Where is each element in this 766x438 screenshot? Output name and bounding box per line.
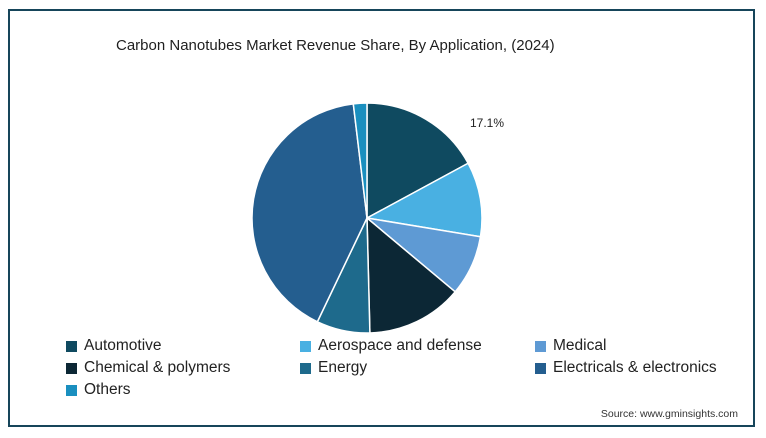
source-note: Source: www.gminsights.com xyxy=(600,408,738,420)
legend-swatch xyxy=(300,340,311,352)
legend-item-automotive: Automotive xyxy=(66,337,162,355)
pie-slice-electricals-electronics xyxy=(251,102,368,323)
pie-slices xyxy=(251,102,483,334)
legend-label: Others xyxy=(84,381,131,398)
legend-label: Chemical & polymers xyxy=(84,359,231,376)
legend-swatch xyxy=(535,340,546,352)
legend-label: Electricals & electronics xyxy=(553,359,717,376)
legend-item-medical: Medical xyxy=(535,337,606,355)
legend-item-energy: Energy xyxy=(300,359,367,377)
pie-slice-chemical-polymers xyxy=(366,216,457,334)
legend-item-chemical: Chemical & polymers xyxy=(66,359,230,377)
legend-swatch xyxy=(300,362,311,374)
legend-swatch xyxy=(66,340,77,352)
legend-item-electricals: Electricals & electronics xyxy=(535,359,717,377)
legend-label: Energy xyxy=(318,359,368,376)
legend-item-aerospace: Aerospace and defense xyxy=(300,337,482,355)
pie-slice-others xyxy=(352,102,368,219)
legend-label: Medical xyxy=(553,337,607,354)
legend-swatch xyxy=(66,362,77,374)
legend-swatch xyxy=(535,362,546,374)
legend-label: Aerospace and defense xyxy=(318,337,482,354)
pie-slice-automotive xyxy=(366,102,470,220)
legend-swatch xyxy=(66,384,77,396)
pie-slice-aerospace-and-defense xyxy=(364,162,483,238)
legend-item-others: Others xyxy=(66,381,131,399)
data-label-automotive: 17.1% xyxy=(470,116,504,130)
chart-title: Carbon Nanotubes Market Revenue Share, B… xyxy=(116,37,555,54)
legend-label: Automotive xyxy=(84,337,162,354)
